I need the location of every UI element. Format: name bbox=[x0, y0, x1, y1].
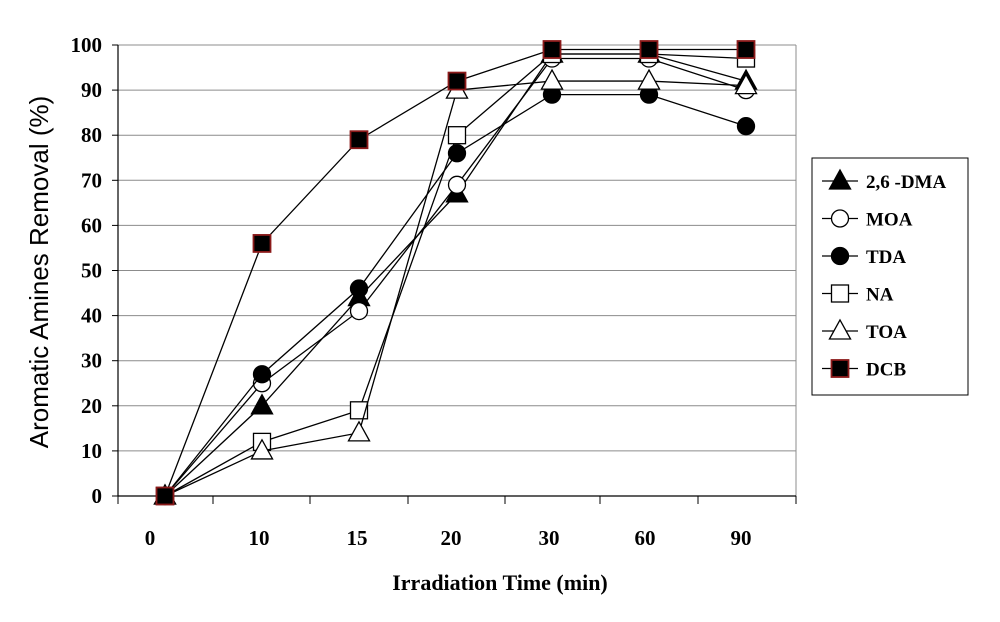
data-point bbox=[447, 71, 467, 91]
y-tick-label: 20 bbox=[81, 394, 102, 418]
x-tick-label: 60 bbox=[635, 526, 656, 550]
data-point bbox=[828, 168, 852, 190]
y-tick-label: 70 bbox=[81, 168, 102, 192]
legend-item: TDA bbox=[822, 246, 906, 268]
data-point bbox=[252, 234, 272, 253]
data-point bbox=[447, 175, 467, 194]
series-line bbox=[164, 48, 746, 497]
grid bbox=[118, 44, 796, 452]
data-point bbox=[250, 393, 274, 415]
data-point bbox=[252, 365, 272, 384]
series-tda bbox=[155, 85, 756, 506]
data-point bbox=[830, 209, 850, 228]
legend-item: MOA bbox=[822, 209, 913, 231]
series-2-6-dma bbox=[153, 41, 758, 505]
legend-label: NA bbox=[866, 285, 894, 306]
legend-item: NA bbox=[822, 284, 894, 306]
data-point bbox=[349, 401, 369, 420]
data-point bbox=[447, 126, 467, 145]
legend-label: TDA bbox=[866, 247, 906, 268]
data-point bbox=[734, 73, 758, 95]
data-point bbox=[349, 279, 369, 298]
legend-item: 2,6 -DMA bbox=[822, 168, 946, 193]
data-point bbox=[637, 68, 661, 90]
series-moa bbox=[155, 49, 756, 506]
x-tick-label: 10 bbox=[249, 526, 270, 550]
legend-item: DCB bbox=[822, 359, 906, 381]
y-tick-label: 60 bbox=[81, 213, 102, 237]
series-line bbox=[164, 57, 747, 497]
data-point bbox=[540, 68, 564, 90]
legend-label: TOA bbox=[866, 322, 907, 343]
y-tick-label: 90 bbox=[81, 78, 102, 102]
series-dcb bbox=[155, 40, 756, 506]
legend-box bbox=[811, 157, 969, 396]
y-tick-label: 10 bbox=[81, 439, 102, 463]
legend-label: MOA bbox=[866, 210, 913, 231]
legend-label: DCB bbox=[866, 360, 906, 381]
data-point bbox=[349, 130, 369, 150]
x-tick-label: 15 bbox=[347, 526, 368, 550]
y-tick-label: 30 bbox=[81, 349, 102, 373]
data-point bbox=[639, 40, 659, 59]
data-point bbox=[542, 40, 562, 59]
y-tick-label: 40 bbox=[81, 304, 102, 328]
x-axis-title: Irradiation Time (min) bbox=[392, 570, 608, 595]
y-tick-label: 100 bbox=[71, 33, 103, 57]
data-point bbox=[736, 40, 756, 59]
legend-label: 2,6 -DMA bbox=[866, 172, 946, 193]
data-point bbox=[830, 359, 850, 378]
series-line bbox=[164, 53, 747, 497]
x-axis-ticks: 0 10 15 20 30 60 90 bbox=[117, 496, 797, 550]
y-tick-label: 80 bbox=[81, 123, 102, 147]
data-point bbox=[347, 420, 371, 442]
data-point bbox=[349, 301, 369, 321]
y-axis-title: Aromatic Amines Removal (%) bbox=[24, 96, 54, 449]
x-tick-label: 20 bbox=[441, 526, 462, 550]
y-tick-label: 0 bbox=[92, 484, 103, 508]
y-tick-label: 50 bbox=[81, 259, 102, 283]
series-layer bbox=[153, 40, 758, 506]
x-tick-label: 0 bbox=[145, 526, 156, 550]
data-point bbox=[830, 284, 850, 303]
y-axis-ticks: 0 10 20 30 40 50 60 70 80 90 100 bbox=[71, 33, 118, 508]
legend-item: TOA bbox=[822, 318, 907, 343]
data-point bbox=[828, 318, 852, 340]
data-point bbox=[250, 438, 274, 460]
x-tick-label: 30 bbox=[539, 526, 560, 550]
series-line bbox=[164, 53, 747, 497]
data-point bbox=[830, 246, 850, 266]
x-tick-label: 90 bbox=[731, 526, 752, 550]
legend: 2,6 -DMA MOA TDA NA TOA DCB bbox=[811, 157, 969, 396]
data-point bbox=[736, 117, 756, 136]
data-point bbox=[155, 486, 175, 506]
series-na bbox=[155, 44, 756, 506]
